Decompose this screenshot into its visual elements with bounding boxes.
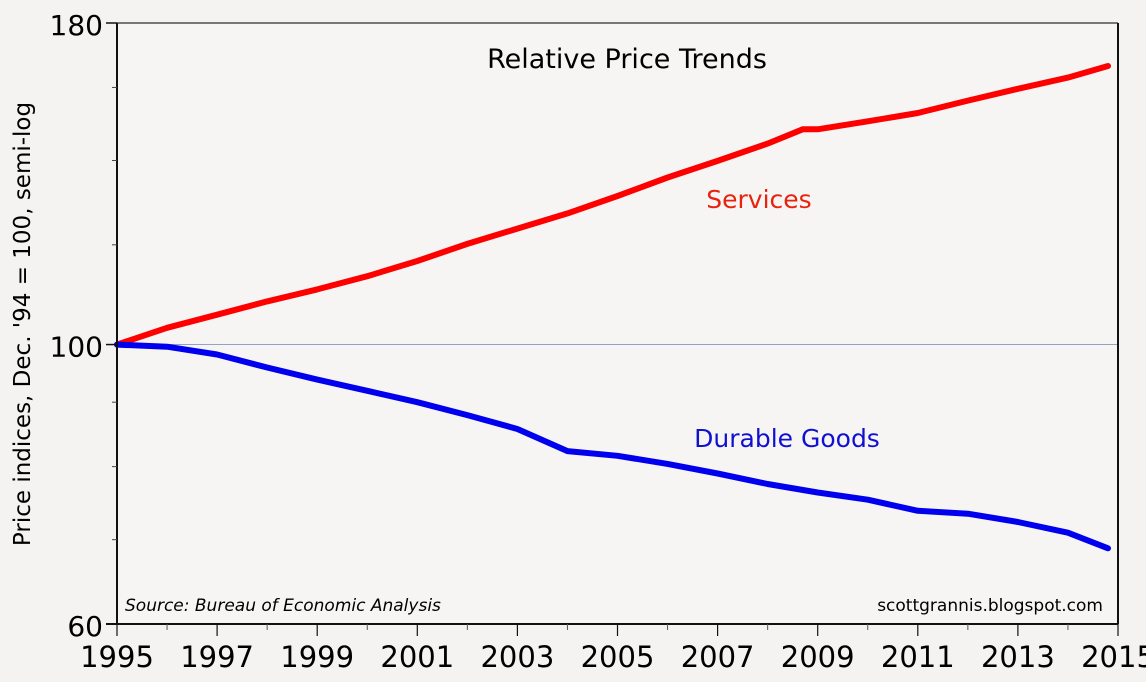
y-tick-label: 60 [67, 610, 103, 643]
x-tick-label: 1999 [280, 640, 354, 674]
series-line-durable-goods [114, 341, 1111, 552]
y-axis-label: Price indices, Dec. '94 = 100, semi-log [10, 102, 36, 546]
x-tick-label: 2009 [781, 640, 855, 674]
x-tick-label: 2011 [881, 640, 955, 674]
series-label-services: Services [706, 185, 811, 214]
x-tick-label: 2007 [681, 640, 755, 674]
series-layer [114, 63, 1111, 552]
x-tick-label: 2003 [480, 640, 554, 674]
y-tick-label: 180 [50, 9, 103, 42]
y-ticks: 60 100 180 [50, 9, 117, 643]
x-tick-label: 1997 [180, 640, 254, 674]
x-tick-label: 2001 [380, 640, 454, 674]
series-label-durable-goods: Durable Goods [694, 424, 880, 453]
x-ticks: 1995 1997 1999 2001 2003 2005 2007 2009 2011 2013… [80, 624, 1146, 674]
series-line-services [114, 63, 1111, 348]
x-tick-label: 1995 [80, 640, 154, 674]
x-tick-label: 2005 [581, 640, 655, 674]
credit-note: scottgrannis.blogspot.com [877, 596, 1103, 616]
plot-background [117, 23, 1118, 624]
x-tick-label: 2013 [981, 640, 1055, 674]
chart-title: Relative Price Trends [487, 44, 767, 75]
x-tick-label: 2015 [1081, 640, 1146, 674]
source-note: Source: Bureau of Economic Analysis [125, 596, 441, 616]
y-tick-label: 100 [50, 331, 103, 364]
